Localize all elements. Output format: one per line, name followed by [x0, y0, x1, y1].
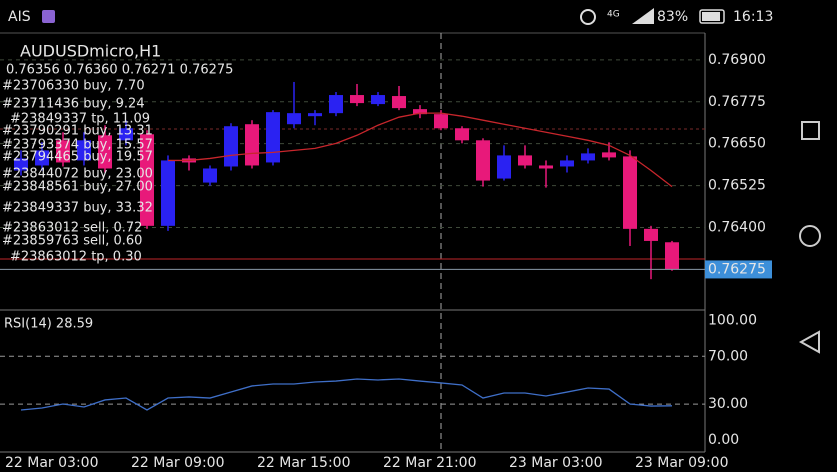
- clock: 16:13: [733, 9, 773, 25]
- candle-body: [308, 113, 322, 117]
- price-tag-label: 0.76275: [708, 261, 766, 277]
- candle-body: [266, 112, 280, 163]
- candle-body: [560, 160, 574, 167]
- order-label: #23859763 sell, 0.60: [2, 234, 142, 249]
- candle-body: [140, 134, 154, 226]
- x-tick-label: 22 Mar 15:00: [257, 455, 350, 471]
- carrier: AIS: [8, 9, 31, 25]
- order-label: #23790291 buy, 13.31: [2, 124, 153, 139]
- x-tick-label: 23 Mar 03:00: [509, 455, 602, 471]
- candle-body: [644, 228, 658, 241]
- candle-body: [518, 155, 532, 166]
- y-tick-label: 0.76775: [708, 94, 766, 110]
- candle-body: [98, 135, 112, 169]
- candle-body: [413, 109, 427, 115]
- x-tick-label: 23 Mar 09:00: [635, 455, 728, 471]
- order-label: #23849337 tp, 11.09: [10, 112, 150, 127]
- indicator-title: RSI(14) 28.59: [4, 317, 93, 332]
- candle-body: [161, 160, 175, 226]
- x-tick-label: 22 Mar 09:00: [131, 455, 224, 471]
- rsi-line: [20, 378, 673, 411]
- signal-icon: [632, 8, 654, 24]
- y-tick-label: 0.00: [708, 432, 739, 448]
- y-tick-label: 30.00: [708, 396, 748, 412]
- candle-body: [329, 95, 343, 114]
- y-tick-label: 70.00: [708, 348, 748, 364]
- candle-body: [434, 114, 448, 129]
- y-tick-label: 0.76650: [708, 136, 766, 152]
- order-label: #23863012 tp, 0.30: [10, 250, 142, 265]
- candle-body: [539, 165, 553, 169]
- home-button[interactable]: [799, 225, 821, 247]
- battery-level: 83%: [657, 9, 688, 25]
- candle-body: [392, 96, 406, 109]
- plot-layer: 0.76900 0.76775 0.76650 0.76525 0.76400 22 Ma…: [0, 42, 772, 471]
- battery-icon: [699, 9, 725, 24]
- recent-apps-button[interactable]: [801, 121, 820, 140]
- candle-body: [602, 152, 616, 158]
- moving-average: [168, 112, 673, 188]
- order-label: #23706330 buy, 7.70: [2, 79, 145, 94]
- app-icon: [42, 10, 55, 23]
- candle-body: [245, 124, 259, 166]
- order-label: #23848561 buy, 27.00: [2, 180, 153, 195]
- candle-body: [476, 140, 490, 181]
- ohlc-readout: 0.76356 0.76360 0.76271 0.76275: [6, 63, 233, 78]
- candle-body: [371, 95, 385, 105]
- candle-body: [581, 153, 595, 161]
- y-tick-label: 0.76525: [708, 178, 766, 194]
- candle-body: [287, 113, 301, 125]
- order-label: #23711436 buy, 9.24: [2, 97, 145, 112]
- order-label: #23794465 buy, 19.57: [2, 150, 153, 165]
- candle-body: [455, 128, 469, 141]
- candle-body: [77, 140, 91, 161]
- y-tick-label: 0.76900: [708, 52, 766, 68]
- order-label: #23863012 sell, 0.72: [2, 221, 142, 236]
- candle-body: [497, 155, 511, 179]
- y-tick-label: 0.76400: [708, 220, 766, 236]
- order-label: #23849337 buy, 33.32: [2, 201, 153, 216]
- order-label: #23844072 buy, 23.00: [2, 167, 153, 182]
- candle-body: [224, 126, 238, 167]
- candle-body: [665, 242, 679, 270]
- x-tick-label: 22 Mar 21:00: [383, 455, 476, 471]
- network: 4G: [607, 10, 620, 20]
- order-label: #23793374 buy, 15.57: [2, 138, 153, 153]
- candle-body: [203, 168, 217, 183]
- back-button[interactable]: [798, 330, 820, 354]
- chart-title: AUDUSDmicro,H1: [20, 42, 161, 61]
- candle-body: [56, 140, 70, 163]
- candle-body: [35, 150, 49, 166]
- battery-fill: [702, 12, 720, 21]
- candle-body: [14, 158, 28, 171]
- alarm-icon: [580, 9, 596, 25]
- candle-body: [623, 156, 637, 229]
- x-tick-label: 22 Mar 03:00: [5, 455, 98, 471]
- candle-body: [350, 95, 364, 104]
- price-tag: [705, 260, 772, 279]
- candle-body: [119, 128, 133, 141]
- y-tick-label: 100.00: [708, 312, 757, 328]
